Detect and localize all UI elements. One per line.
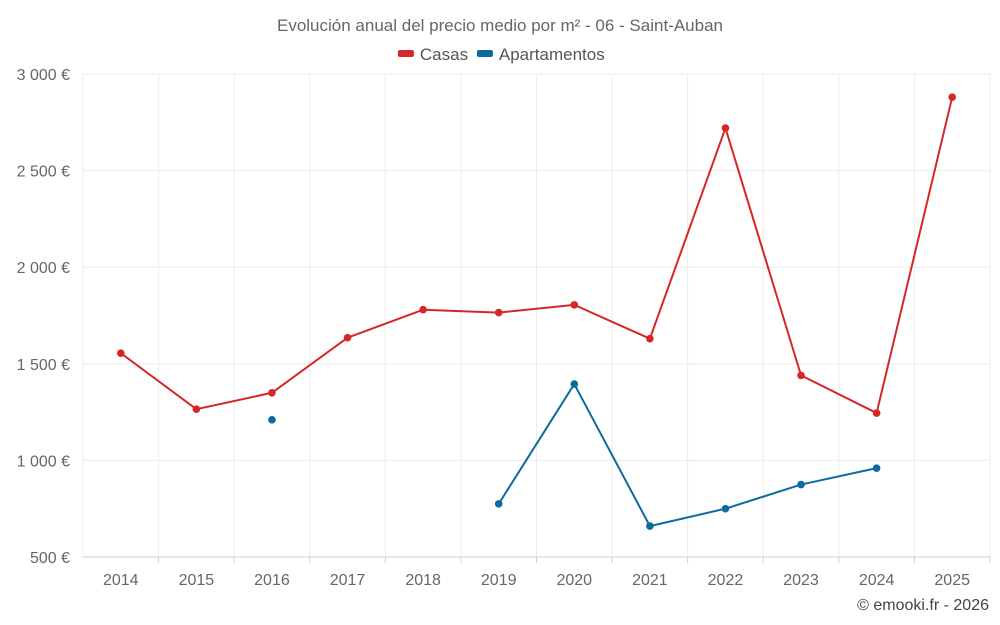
data-point-apartamentos-2022[interactable] <box>721 504 730 513</box>
series-apartamentos <box>268 380 881 530</box>
legend-item-casas[interactable]: Casas <box>397 45 468 64</box>
data-point-apartamentos-2016[interactable] <box>268 416 276 424</box>
data-point-casas-2015[interactable] <box>192 405 201 414</box>
x-tick-label: 2014 <box>103 572 139 589</box>
data-point-casas-2018[interactable] <box>419 305 427 314</box>
x-tick-label: 2024 <box>859 572 895 589</box>
data-point-casas-2024[interactable] <box>872 409 881 417</box>
legend-swatch <box>397 50 414 57</box>
data-point-apartamentos-2023[interactable] <box>797 480 805 489</box>
data-point-casas-2014[interactable] <box>116 349 125 357</box>
data-point-apartamentos-2020[interactable] <box>570 380 579 388</box>
chart-title: Evolución anual del precio medio por m² … <box>277 16 723 35</box>
data-point-casas-2021[interactable] <box>646 334 654 343</box>
x-tick-label: 2018 <box>405 572 441 589</box>
x-tick-label: 2025 <box>934 572 970 589</box>
x-tick-label: 2021 <box>632 572 668 589</box>
x-tick-label: 2017 <box>330 572 366 589</box>
x-tick-label: 2019 <box>481 572 517 589</box>
data-point-apartamentos-2024[interactable] <box>872 464 881 472</box>
series-layer <box>116 93 957 530</box>
x-tick-label: 2016 <box>254 572 290 589</box>
data-point-apartamentos-2019[interactable] <box>494 500 503 508</box>
y-tick-label: 1 000 € <box>17 453 70 470</box>
data-point-casas-2016[interactable] <box>268 388 276 397</box>
x-tick-label: 2015 <box>179 572 215 589</box>
x-tick-label: 2022 <box>708 572 744 589</box>
data-point-casas-2023[interactable] <box>797 371 805 380</box>
x-tick-label: 2020 <box>556 572 592 589</box>
legend-label: Apartamentos <box>499 45 605 64</box>
y-tick-label: 2 500 € <box>17 164 70 181</box>
legend: Casas Apartamentos <box>397 45 605 64</box>
legend-swatch <box>476 50 493 57</box>
series-casas <box>116 93 957 417</box>
data-point-casas-2019[interactable] <box>494 308 503 317</box>
x-tick-label: 2023 <box>783 572 819 589</box>
data-point-apartamentos-2021[interactable] <box>646 522 654 530</box>
credit-text: © emooki.fr - 2026 <box>857 597 989 614</box>
series-line-casas <box>120 96 954 415</box>
data-point-casas-2025[interactable] <box>948 93 957 101</box>
y-tick-label: 500 € <box>30 550 70 567</box>
y-tick-label: 1 500 € <box>17 357 70 374</box>
axes: 500 € 1 000 € 1 500 € 2 000 € 2 500 € 3 000 €… <box>17 67 991 589</box>
legend-label: Casas <box>420 45 468 64</box>
data-point-casas-2017[interactable] <box>343 333 352 342</box>
legend-item-apartamentos[interactable]: Apartamentos <box>476 45 605 64</box>
y-tick-label: 3 000 € <box>17 67 70 84</box>
data-point-casas-2020[interactable] <box>570 301 579 309</box>
data-point-casas-2022[interactable] <box>721 124 730 132</box>
series-line-apartamentos <box>497 383 877 528</box>
y-tick-label: 2 000 € <box>17 260 70 277</box>
grid <box>82 73 991 558</box>
